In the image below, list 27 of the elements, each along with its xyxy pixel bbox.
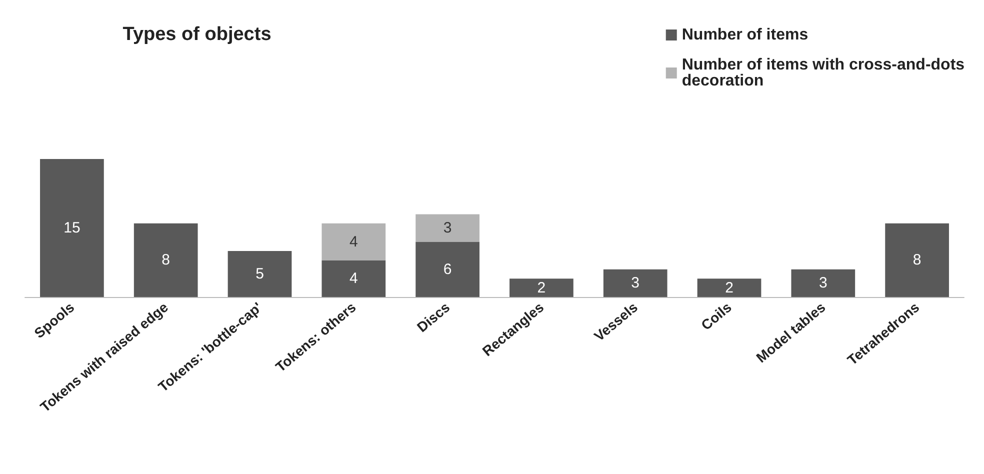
data-label: 2: [725, 279, 734, 296]
chart-title: Types of objects: [122, 24, 272, 45]
legend-label: Number of items with cross-and-dots decoration: [682, 56, 969, 90]
bar: [228, 251, 292, 297]
data-label: 6: [443, 260, 452, 278]
data-label: 5: [256, 266, 264, 282]
bar: [40, 159, 104, 297]
data-label: 2: [537, 279, 546, 296]
data-label: 4: [349, 270, 358, 288]
data-label: 8: [162, 252, 170, 269]
bar: [885, 223, 949, 297]
data-label: 15: [64, 220, 80, 236]
bar: [416, 214, 480, 242]
bar: [697, 278, 762, 297]
bar: [791, 269, 856, 297]
bar: [322, 223, 386, 260]
data-label: 3: [443, 220, 452, 236]
bar: [416, 242, 480, 297]
data-label: 3: [818, 274, 828, 292]
bar: [134, 223, 198, 297]
data-label: 8: [912, 252, 922, 269]
data-label: 3: [631, 274, 640, 292]
bar: [322, 260, 386, 297]
legend-label: Number of items: [682, 26, 808, 44]
bar: [510, 278, 574, 297]
data-label: 4: [349, 233, 358, 250]
bar: [603, 269, 668, 297]
